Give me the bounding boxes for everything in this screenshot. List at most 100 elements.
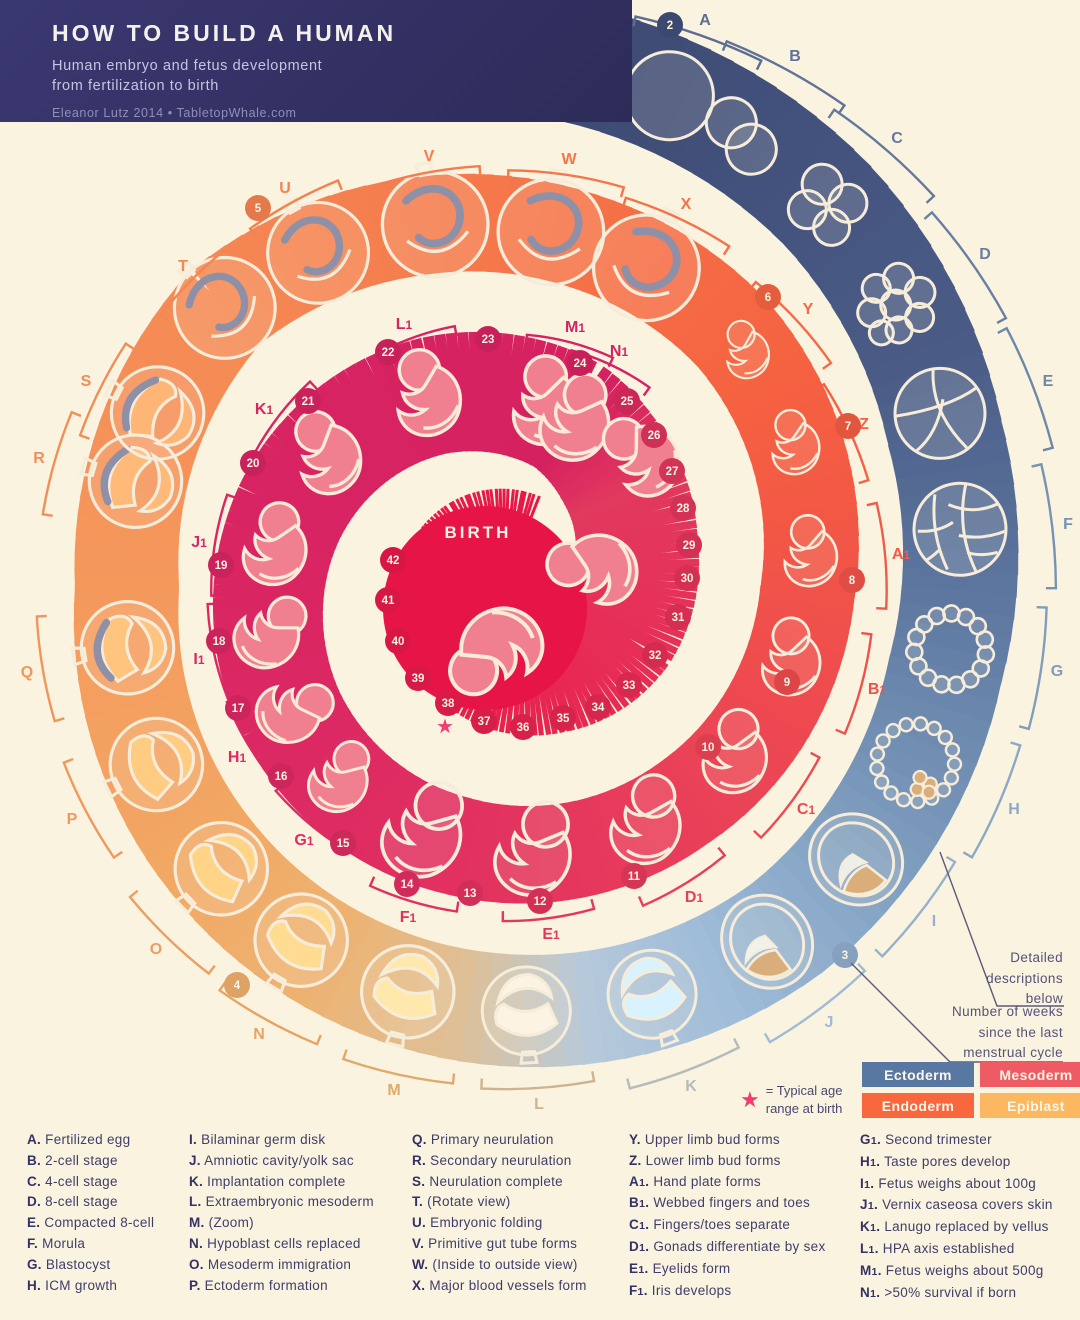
week-badge: 41: [375, 587, 401, 613]
svg-text:30: 30: [681, 573, 694, 585]
stage-bracket: [874, 855, 957, 958]
svg-text:35: 35: [557, 713, 570, 725]
stage-letter: X: [681, 196, 692, 213]
svg-text:42: 42: [387, 555, 400, 567]
week-badge: 6: [755, 284, 781, 310]
embryo-drawing: [360, 944, 456, 1049]
embryo-drawing: [808, 812, 905, 907]
stage-bracket: [997, 326, 1055, 452]
stage-bracket: [210, 493, 237, 597]
svg-text:18: 18: [213, 636, 226, 648]
svg-text:4: 4: [234, 980, 241, 992]
stage-letter: J1: [191, 534, 207, 551]
week-badge: 14: [394, 871, 420, 897]
stage-letter: M1: [565, 319, 585, 336]
stage-letter: L1: [396, 316, 413, 333]
stage-letter: S: [81, 373, 92, 390]
week-badge: 33: [616, 672, 642, 698]
stage-bracket: [159, 242, 239, 322]
week-badge: 21: [295, 388, 321, 414]
week-badge: 27: [659, 458, 685, 484]
stage-description: N1. >50% survival if born: [860, 1284, 1017, 1300]
embryo-drawing: [102, 365, 206, 461]
stage-bracket: [524, 333, 615, 368]
svg-text:16: 16: [275, 771, 288, 783]
stage-letter: A: [699, 12, 711, 29]
svg-text:24: 24: [574, 358, 587, 370]
embryo-drawing: [253, 892, 349, 994]
svg-text:38: 38: [442, 698, 455, 710]
embryo-drawing: [266, 195, 371, 305]
embryo-drawing: [786, 162, 869, 247]
stage-bracket: [365, 324, 458, 369]
stage-description: C. 4-cell stage: [27, 1173, 118, 1189]
stage-bracket: [480, 1071, 596, 1091]
svg-text:7: 7: [845, 421, 851, 433]
week-badge: 29: [676, 532, 702, 558]
stage-letter: G: [1051, 663, 1063, 680]
stage-letter: H1: [228, 749, 247, 766]
stage-letter: P: [67, 811, 78, 828]
stage-description: B. 2-cell stage: [27, 1152, 118, 1168]
stage-bracket: [78, 341, 135, 440]
title-block: HOW TO BUILD A HUMAN Human embryo and fe…: [0, 0, 632, 122]
week-badge: 7: [835, 413, 861, 439]
week-badge: 19: [208, 552, 234, 578]
stage-letter: L: [534, 1096, 544, 1113]
week-badge: 40: [385, 628, 411, 654]
stage-description: W. (Inside to outside view): [412, 1256, 578, 1272]
embryo-drawing: [172, 255, 277, 360]
stage-description: O. Mesoderm immigration: [189, 1256, 352, 1272]
annotation-week-count: Number of weeks since the last menstrual c…: [951, 1004, 1063, 1060]
stage-letter: E1: [542, 926, 560, 943]
stage-letter: J: [825, 1014, 834, 1031]
week-badge: 3: [832, 942, 858, 968]
week-badge: 20: [240, 450, 266, 476]
week-badge: 38: [435, 690, 461, 716]
stage-description: B1. Webbed fingers and toes: [629, 1195, 811, 1211]
week-badge: 30: [674, 565, 700, 591]
svg-text:26: 26: [648, 430, 661, 442]
stage-description: H. ICM growth: [27, 1277, 118, 1293]
legend-chip-endoderm: Endoderm: [862, 1093, 974, 1118]
embryo-drawing: [720, 893, 815, 990]
stage-description: U. Embryonic folding: [412, 1215, 543, 1231]
embryo-drawing: [904, 604, 996, 695]
svg-text:31: 31: [672, 612, 685, 624]
stage-letter: U: [279, 180, 291, 197]
page-title: HOW TO BUILD A HUMAN: [52, 20, 397, 46]
stage-letter: N: [253, 1026, 265, 1043]
svg-text:10: 10: [702, 742, 715, 754]
stage-bracket: [62, 757, 123, 860]
stage-bracket: [835, 631, 873, 736]
birth-label: BIRTH: [445, 523, 512, 542]
svg-text:28: 28: [677, 503, 690, 515]
week-badge: 10: [695, 734, 721, 760]
stage-letter: K1: [255, 401, 274, 418]
stage-description: L. Extraembryonic mesoderm: [189, 1194, 374, 1210]
stage-description: Q. Primary neurulation: [412, 1132, 554, 1147]
embryo-drawing: [173, 821, 270, 917]
stage-description: I. Bilaminar germ disk: [189, 1132, 326, 1147]
stage-description: R. Secondary neurulation: [412, 1152, 572, 1168]
legend-chip-mesoderm: Mesoderm: [980, 1062, 1080, 1087]
week-badge: 24: [567, 350, 593, 376]
stage-bracket: [763, 962, 867, 1044]
stage-bracket: [748, 280, 833, 370]
stage-letter: I1: [193, 651, 204, 668]
stage-bracket: [632, 15, 763, 71]
stage-bracket: [128, 889, 216, 976]
week-badge: 37: [471, 708, 497, 734]
svg-text:17: 17: [232, 703, 245, 715]
week-badge: 26: [641, 422, 667, 448]
stage-bracket: [827, 108, 936, 204]
star-icon: ★: [740, 1087, 760, 1112]
week-badge: 28: [670, 495, 696, 521]
week-badge: 17: [225, 695, 251, 721]
embryo-drawing: [380, 160, 490, 279]
stage-letter: R: [33, 450, 45, 467]
leader-line: [939, 851, 1064, 1007]
svg-text:41: 41: [382, 595, 395, 607]
